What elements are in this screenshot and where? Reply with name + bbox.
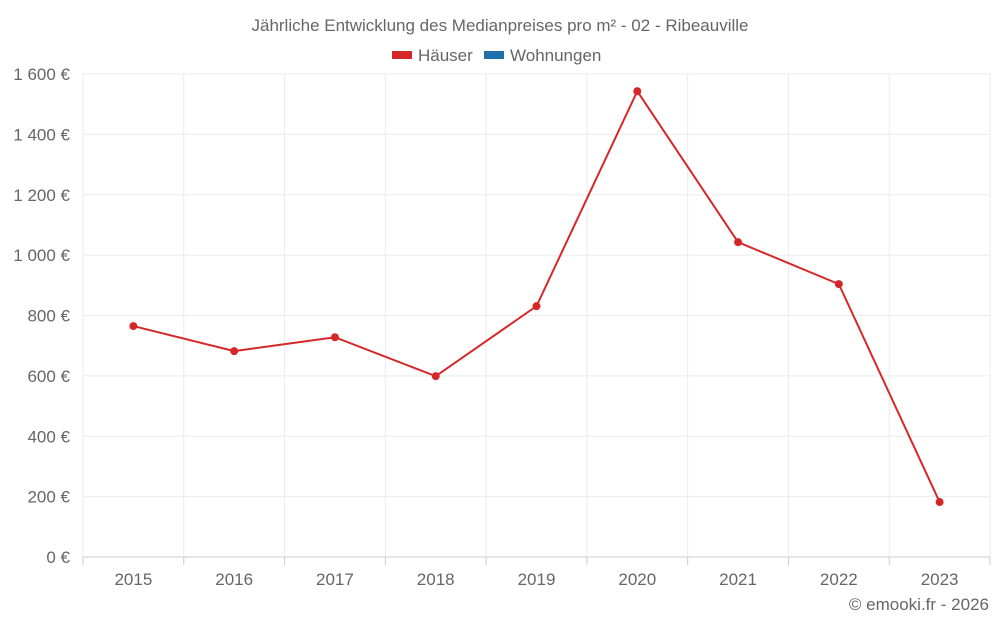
y-tick-label: 1 200 €: [13, 186, 70, 205]
y-tick-label: 1 400 €: [13, 125, 70, 144]
data-point[interactable]: [834, 280, 843, 289]
footer-credit: © emooki.fr - 2026: [849, 595, 989, 614]
legend-swatch-haeuser: [392, 51, 412, 59]
data-point[interactable]: [129, 322, 138, 331]
legend-label-wohnungen[interactable]: Wohnungen: [510, 46, 601, 65]
y-tick-label: 400 €: [27, 427, 70, 446]
x-tick-label: 2022: [820, 570, 858, 589]
legend-label-haeuser[interactable]: Häuser: [418, 46, 473, 65]
chart-title: Jährliche Entwicklung des Medianpreises …: [251, 16, 748, 35]
x-tick-label: 2015: [114, 570, 152, 589]
data-point[interactable]: [230, 347, 239, 356]
data-point[interactable]: [734, 238, 743, 247]
data-point[interactable]: [633, 87, 642, 96]
y-tick-label: 1 000 €: [13, 246, 70, 265]
y-tick-label: 1 600 €: [13, 65, 70, 84]
series-line-0: [133, 89, 941, 503]
x-tick-label: 2021: [719, 570, 757, 589]
legend[interactable]: Häuser Wohnungen: [392, 46, 601, 65]
x-tick-label: 2019: [518, 570, 556, 589]
data-point[interactable]: [935, 498, 944, 507]
x-tick-label: 2023: [921, 570, 959, 589]
y-tick-label: 200 €: [27, 488, 70, 507]
y-tick-label: 800 €: [27, 307, 70, 326]
data-point[interactable]: [330, 333, 339, 342]
data-point[interactable]: [431, 372, 440, 381]
data-point[interactable]: [532, 302, 541, 311]
legend-swatch-wohnungen: [484, 51, 504, 59]
y-tick-label: 0 €: [46, 548, 70, 567]
y-tick-label: 600 €: [27, 367, 70, 386]
x-tick-label: 2018: [417, 570, 455, 589]
x-tick-label: 2020: [618, 570, 656, 589]
x-tick-label: 2016: [215, 570, 253, 589]
x-tick-label: 2017: [316, 570, 354, 589]
